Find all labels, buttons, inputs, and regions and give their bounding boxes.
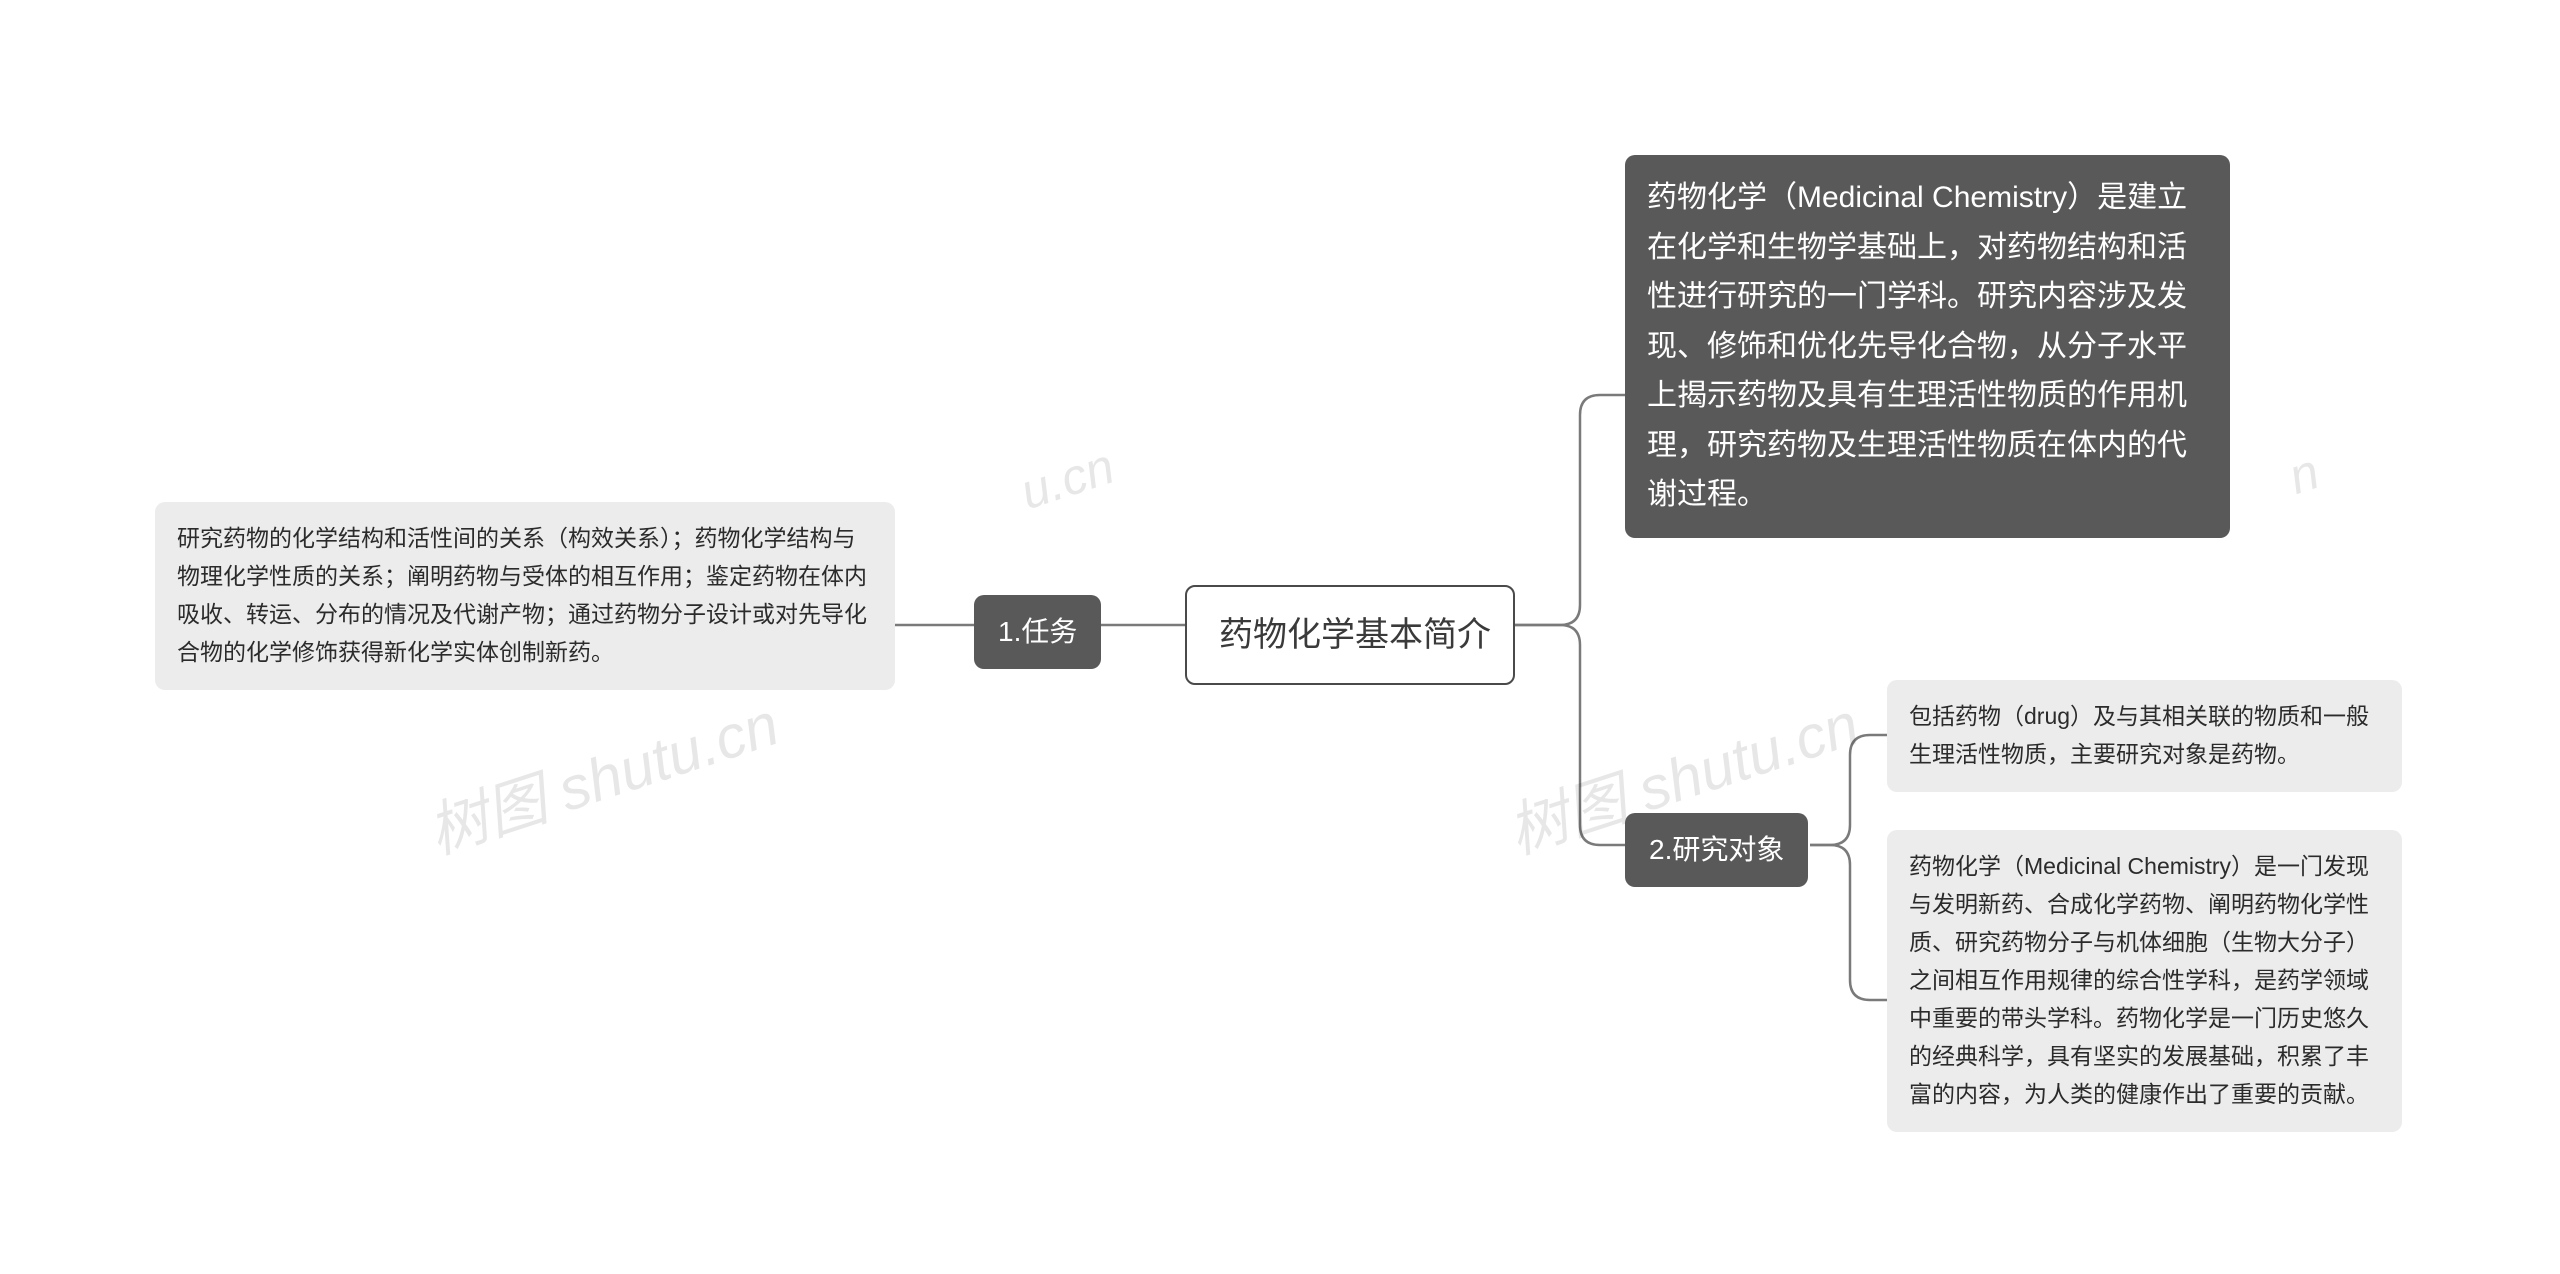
edge-subject-leaf2 [1810,845,1887,1000]
subject-leaf2-node[interactable]: 药物化学（Medicinal Chemistry）是一门发现与发明新药、合成化学… [1887,830,2402,1132]
subject-leaf1-node[interactable]: 包括药物（drug）及与其相关联的物质和一般生理活性物质，主要研究对象是药物。 [1887,680,2402,792]
task-node[interactable]: 1.任务 [974,595,1101,669]
root-node[interactable]: 药物化学基本简介 [1185,585,1515,685]
definition-node[interactable]: 药物化学（Medicinal Chemistry）是建立在化学和生物学基础上，对… [1625,155,2230,538]
subject-node[interactable]: 2.研究对象 [1625,813,1808,887]
edge-root-definition [1515,395,1625,625]
task-leaf-node[interactable]: 研究药物的化学结构和活性间的关系（构效关系）；药物化学结构与物理化学性质的关系；… [155,502,895,690]
edge-subject-leaf1 [1810,735,1887,845]
edge-root-subject [1515,625,1625,845]
